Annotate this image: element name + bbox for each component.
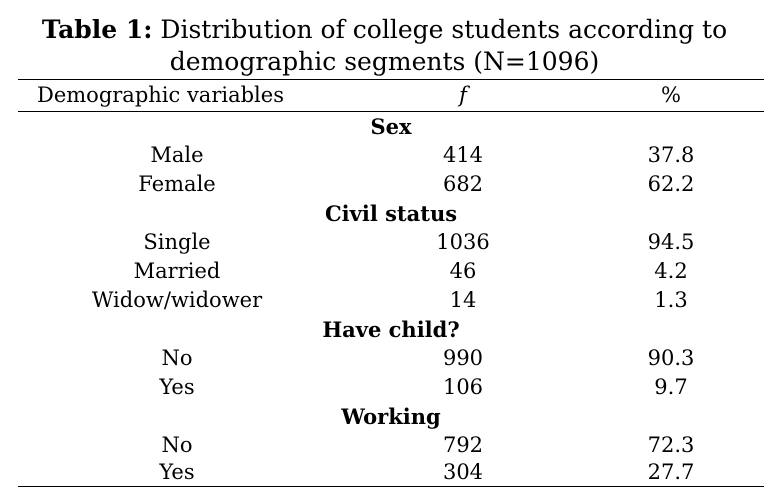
row-frequency: 304 — [442, 460, 484, 484]
table-row: Male 414 37.8 — [18, 141, 764, 170]
header-percent: % — [661, 83, 681, 107]
caption-line-1: Table 1: Distribution of college student… — [0, 14, 769, 46]
table-row: Female 682 62.2 — [18, 170, 764, 199]
row-frequency: 1036 — [436, 230, 490, 254]
row-percent: 90.3 — [647, 346, 695, 370]
table-row: No 990 90.3 — [18, 344, 764, 373]
group-title-have-child: Have child? — [322, 317, 460, 342]
table-top-rule — [18, 79, 764, 80]
table-header-rule — [18, 111, 764, 112]
row-percent: 4.2 — [654, 259, 688, 283]
table-row: Single 1036 94.5 — [18, 228, 764, 257]
header-frequency: f — [459, 83, 467, 107]
row-label: No — [161, 346, 193, 370]
group-title-working: Working — [341, 404, 441, 429]
row-frequency: 106 — [442, 375, 484, 399]
row-label: Yes — [159, 375, 195, 399]
row-percent: 72.3 — [647, 433, 695, 457]
row-percent: 9.7 — [654, 375, 688, 399]
row-frequency: 46 — [449, 259, 477, 283]
row-label: Married — [133, 259, 221, 283]
row-frequency: 990 — [442, 346, 484, 370]
table-row: Widow/widower 14 1.3 — [18, 286, 764, 315]
row-percent: 37.8 — [647, 143, 695, 167]
row-frequency: 682 — [442, 172, 484, 196]
caption-line-2: demographic segments (N=1096) — [169, 47, 600, 76]
table-caption: Table 1: Distribution of college student… — [0, 14, 769, 78]
group-title-sex: Sex — [370, 114, 412, 139]
row-percent: 27.7 — [647, 460, 695, 484]
table-row: Married 46 4.2 — [18, 257, 764, 286]
row-frequency: 14 — [449, 288, 477, 312]
caption-label: Table 1: — [41, 15, 153, 44]
row-label: Male — [150, 143, 204, 167]
table-row: Yes 106 9.7 — [18, 373, 764, 402]
row-label: No — [161, 433, 193, 457]
table-row: Yes 304 27.7 — [18, 458, 764, 487]
caption-text-1: Distribution of college students accordi… — [152, 15, 728, 44]
row-label: Single — [143, 230, 211, 254]
row-frequency: 792 — [442, 433, 484, 457]
header-variable: Demographic variables — [37, 83, 284, 107]
row-label: Widow/widower — [91, 288, 263, 312]
table-header-row: Demographic variables f % — [18, 81, 764, 110]
table-row: No 792 72.3 — [18, 431, 764, 460]
row-percent: 1.3 — [654, 288, 688, 312]
row-percent: 62.2 — [647, 172, 695, 196]
table-bottom-rule — [18, 486, 764, 487]
row-label: Female — [138, 172, 216, 196]
row-frequency: 414 — [442, 143, 484, 167]
row-label: Yes — [159, 460, 195, 484]
row-percent: 94.5 — [647, 230, 695, 254]
group-title-civil-status: Civil status — [324, 201, 458, 226]
